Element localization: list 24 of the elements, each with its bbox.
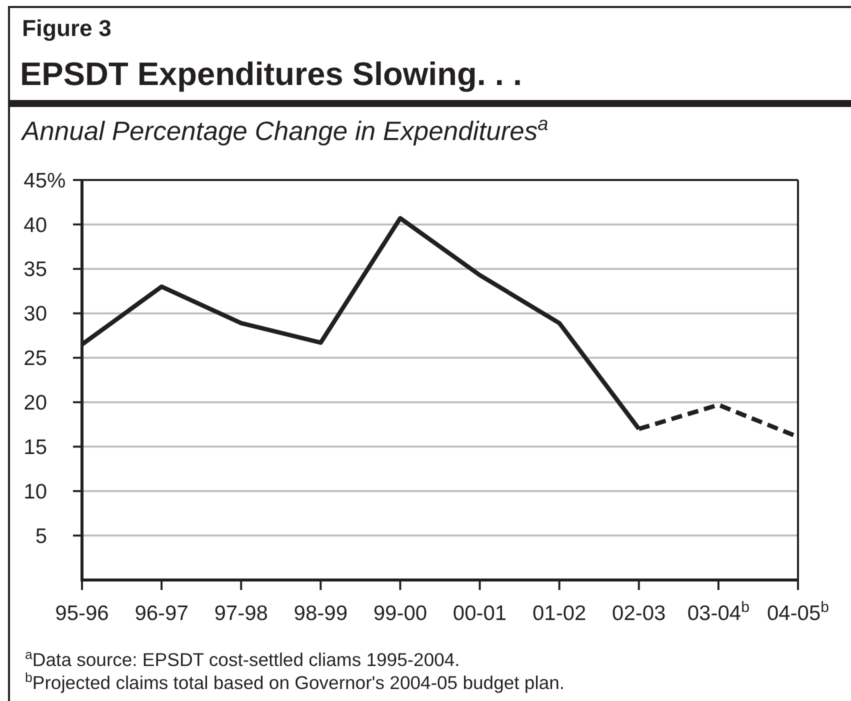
y-tick-label: 35: [24, 258, 47, 282]
text: $^{b}$Projected claims total based on Governor's 2004-05 budget plan.: [25, 670, 565, 693]
y-tick-label: 25: [24, 347, 47, 370]
y-tick-label: 40: [24, 214, 47, 237]
x-tick-label: 98-99: [294, 602, 348, 625]
chart-title: EPSDT Expenditures Slowing. . .: [20, 56, 522, 92]
y-tick-label: 5: [35, 524, 47, 548]
text: $^{a}$Data source: EPSDT cost-settled cliams 1995-2004.: [25, 646, 460, 670]
x-tick-label: 04-05$^{b}$: [766, 598, 830, 625]
y-tick-label: 10: [24, 480, 47, 504]
x-tick-label: 95-96: [55, 602, 109, 625]
caption: Figure 3: [22, 15, 112, 41]
x-tick-label: 96-97: [134, 602, 188, 625]
y-tick-label: 30: [24, 302, 47, 326]
y-tick-label: 20: [24, 392, 47, 415]
x-tick-label: 03-04$^{b}$: [687, 598, 750, 625]
y-tick-label: 45%: [24, 169, 66, 192]
y-tick-label: 15: [24, 436, 47, 460]
x-tick-label: 00-01: [452, 602, 507, 625]
x-tick-label: 01-02: [532, 602, 586, 625]
chart-subtitle: Annual Percentage Change in Expenditures$^{a}$: [20, 114, 548, 146]
x-tick-label: 97-98: [214, 602, 268, 625]
x-tick-label: 02-03: [612, 602, 666, 625]
x-tick-label: 99-00: [373, 602, 428, 625]
